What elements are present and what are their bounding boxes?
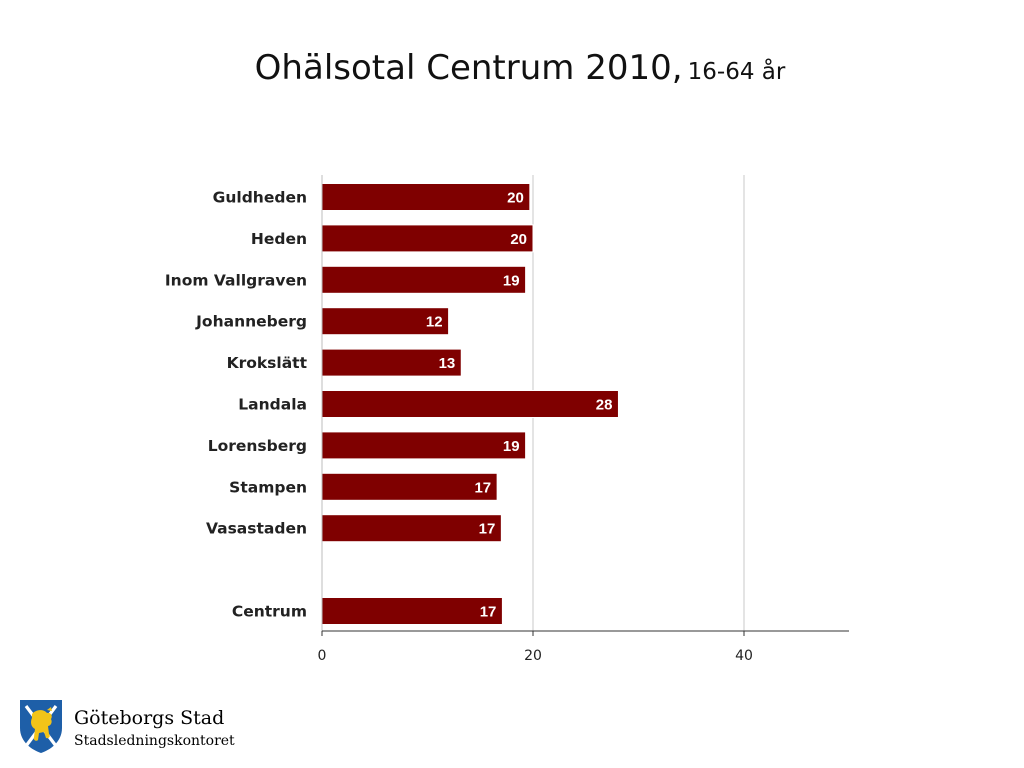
category-label: Vasastaden [206,520,307,538]
title-subtitle: 16-64 år [687,59,786,85]
bar [321,597,503,625]
goteborgs-stad-logo: Göteborgs Stad Stadsledningskontoret [18,698,248,754]
category-label: Centrum [232,603,307,621]
data-label: 19 [503,272,520,289]
x-tick-label: 0 [318,648,327,664]
logo-department: Stadsledningskontoret [74,733,235,749]
x-tick-label: 40 [735,648,753,664]
chart-x-axis: 0 20 40 [318,175,849,664]
bar [321,348,462,377]
category-label: Landala [238,396,307,414]
bar [321,390,619,418]
data-label: 20 [507,190,524,207]
city-shield-icon [20,700,62,753]
x-tick-label: 20 [524,648,542,664]
category-label: Guldheden [213,189,307,207]
bar [321,472,498,501]
chart-category-labels: Guldheden Heden Inom Vallgraven Johanneberg… [165,189,308,621]
data-label: 12 [426,314,443,331]
slide-title: Ohälsotal Centrum 2010, 16-64 år [0,48,1024,88]
category-label: Johanneberg [195,313,307,331]
category-label: Krokslätt [227,354,308,372]
bar [321,431,527,460]
bar [321,224,534,253]
category-label: Heden [251,230,307,248]
category-label: Inom Vallgraven [165,271,307,289]
data-label: 20 [510,231,527,248]
data-label: 13 [439,355,456,372]
data-label: 17 [479,521,496,538]
bar [321,265,527,294]
data-label: 17 [480,604,497,621]
data-label: 17 [474,479,491,496]
logo-name: Göteborgs Stad [74,707,225,729]
bar [321,514,502,543]
data-label: 19 [503,438,520,455]
category-label: Lorensberg [208,437,307,455]
data-label: 28 [596,397,613,414]
bar-chart: 20 20 19 12 13 28 19 17 17 17 Guldheden Heden Inom … [165,175,849,664]
bar [321,183,531,211]
title-main: Ohälsotal Centrum 2010, [254,48,683,88]
chart-bars: 20 20 19 12 13 28 19 17 17 17 [321,183,619,625]
category-label: Stampen [229,478,307,496]
